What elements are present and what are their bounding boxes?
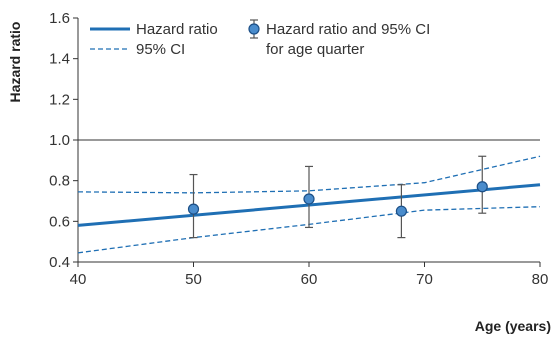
legend-point-marker	[248, 23, 260, 35]
y-tick-label: 1.4	[49, 51, 70, 68]
legend-label-points-line2: for age quarter	[266, 41, 364, 58]
y-tick-label: 1.2	[49, 91, 70, 108]
x-tick-label: 70	[416, 271, 433, 288]
y-tick-label: 0.4	[49, 254, 70, 271]
legend-label-points-line1: Hazard ratio and 95% CI	[266, 21, 430, 38]
data-point	[395, 205, 407, 217]
y-tick-label: 0.8	[49, 173, 70, 190]
axes: 0.4 0.6 0.8 1.0 1.2 1.4 1.6 40 50 60 70 80	[49, 10, 548, 288]
y-tick-label: 1.6	[49, 10, 70, 27]
data-point	[187, 203, 200, 215]
x-tick-label: 40	[70, 271, 87, 288]
legend-label-95-ci: 95% CI	[136, 41, 185, 58]
x-tick-label: 50	[185, 271, 202, 288]
y-axis-label: Hazard ratio	[7, 22, 23, 103]
data-point	[303, 193, 315, 205]
y-tick-label: 1.0	[49, 132, 70, 149]
y-tick-label: 0.6	[49, 213, 70, 230]
legend: Hazard ratio 95% CI Hazard ratio and 95%…	[90, 19, 430, 58]
legend-label-hazard-ratio: Hazard ratio	[136, 21, 218, 38]
data-point	[476, 181, 488, 193]
data-points	[187, 155, 488, 239]
x-tick-label: 60	[301, 271, 318, 288]
ci-line	[77, 155, 541, 194]
x-tick-label: 80	[532, 271, 549, 288]
x-axis-label: Age (years)	[475, 318, 551, 334]
